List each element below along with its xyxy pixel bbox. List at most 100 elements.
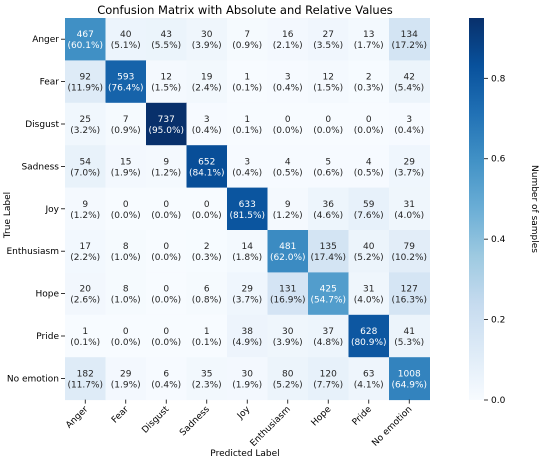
cell-count-label: 0 [366, 115, 372, 125]
cell-percent-label: (64.9%) [391, 380, 427, 390]
cell-count-label: 27 [323, 30, 334, 40]
cell-percent-label: (0.0%) [151, 338, 181, 348]
cell-percent-label: (1.9%) [111, 380, 141, 390]
heatmap-cell [267, 145, 309, 189]
cell-percent-label: (5.3%) [394, 338, 424, 348]
cell-percent-label: (5.4%) [394, 84, 424, 94]
cell-count-label: 127 [401, 285, 418, 295]
cell-percent-label: (3.7%) [394, 168, 424, 178]
cell-percent-label: (4.8%) [313, 338, 343, 348]
cell-percent-label: (5.2%) [273, 380, 303, 390]
cell-percent-label: (81.5%) [229, 211, 265, 221]
cell-count-label: 8 [123, 242, 129, 252]
heatmap-cell [348, 357, 390, 401]
cell-count-label: 6 [204, 285, 210, 295]
cell-count-label: 0 [163, 200, 169, 210]
cell-percent-label: (0.6%) [313, 168, 343, 178]
colorbar-tick-label: 0.4 [491, 235, 506, 245]
cell-percent-label: (0.4%) [232, 168, 262, 178]
cell-count-label: 120 [320, 369, 337, 379]
cell-percent-label: (1.5%) [151, 84, 181, 94]
cell-count-label: 131 [279, 285, 296, 295]
colorbar-tick-label: 0.8 [491, 74, 506, 84]
cell-count-label: 135 [320, 242, 337, 252]
heatmap-cell [227, 357, 268, 401]
colorbar-tick-label: 0.2 [491, 316, 505, 326]
heatmap-cell [227, 230, 268, 273]
heatmap-cell [348, 60, 390, 104]
heatmap-cell [389, 102, 430, 146]
cell-percent-label: (7.0%) [70, 168, 100, 178]
cell-percent-label: (3.2%) [70, 126, 100, 136]
heatmap-cell [146, 230, 187, 273]
heatmap-cell [348, 145, 390, 189]
heatmap-cells: 467(60.1%)40(5.1%)43(5.5%)30(3.9%)7(0.9%… [65, 18, 430, 401]
heatmap-cell [105, 314, 147, 358]
heatmap-cell [348, 18, 390, 61]
cell-count-label: 1 [244, 115, 250, 125]
heatmap-cell [389, 230, 430, 273]
cell-percent-label: (80.9%) [351, 338, 387, 348]
cell-count-label: 8 [123, 285, 129, 295]
heatmap-cell [105, 272, 147, 316]
heatmap-cell [146, 18, 187, 61]
cell-count-label: 43 [161, 30, 172, 40]
heatmap-cell [105, 187, 147, 231]
heatmap-cell [389, 272, 430, 316]
cell-count-label: 9 [82, 200, 88, 210]
heatmap-cell [146, 187, 187, 231]
cell-percent-label: (0.5%) [273, 168, 303, 178]
heatmap-cell [186, 314, 228, 358]
cell-count-label: 16 [282, 30, 294, 40]
heatmap-cell [227, 60, 268, 104]
cell-percent-label: (10.2%) [391, 253, 427, 263]
heatmap-cell [308, 102, 349, 146]
heatmap-cell [308, 60, 349, 104]
heatmap-cell [308, 145, 349, 189]
cell-percent-label: (0.3%) [192, 253, 222, 263]
cell-count-label: 92 [80, 73, 91, 83]
cell-percent-label: (1.5%) [313, 84, 343, 94]
heatmap-cell [65, 60, 106, 104]
x-tick-label: Enthusiasm [249, 405, 293, 449]
cell-percent-label: (7.7%) [313, 380, 343, 390]
cell-percent-label: (0.0%) [192, 211, 222, 221]
cell-count-label: 37 [323, 327, 334, 337]
cell-percent-label: (1.2%) [70, 211, 100, 221]
cell-percent-label: (0.9%) [111, 126, 141, 136]
heatmap-cell [146, 60, 187, 104]
cell-percent-label: (0.4%) [273, 84, 303, 94]
heatmap-cell [146, 272, 187, 316]
cell-count-label: 134 [401, 30, 418, 40]
cell-count-label: 54 [80, 157, 92, 167]
heatmap-cell [105, 102, 147, 146]
cell-percent-label: (0.0%) [151, 253, 181, 263]
cell-count-label: 1008 [398, 369, 421, 379]
x-tick-label: No emotion [370, 405, 414, 449]
cell-count-label: 3 [244, 157, 250, 167]
heatmap-cell [186, 272, 228, 316]
cell-percent-label: (5.1%) [111, 41, 141, 51]
cell-percent-label: (76.4%) [108, 84, 144, 94]
cell-percent-label: (4.9%) [232, 338, 262, 348]
y-tick-label: Pride [36, 332, 59, 342]
heatmap-cell [186, 18, 228, 61]
heatmap-cell [227, 272, 268, 316]
cell-percent-label: (0.0%) [151, 211, 181, 221]
heatmap-cell [186, 60, 228, 104]
cell-count-label: 31 [404, 200, 415, 210]
cell-count-label: 29 [120, 369, 132, 379]
heatmap-cell [146, 145, 187, 189]
heatmap-cell [308, 314, 349, 358]
cell-count-label: 0 [325, 115, 331, 125]
cell-count-label: 0 [123, 200, 129, 210]
heatmap-cell [227, 187, 268, 231]
heatmap-cell [389, 60, 430, 104]
chart-title: Confusion Matrix with Absolute and Relat… [97, 3, 393, 17]
cell-count-label: 2 [366, 73, 372, 83]
cell-count-label: 5 [325, 157, 331, 167]
cell-count-label: 41 [404, 327, 415, 337]
cell-count-label: 15 [120, 157, 131, 167]
